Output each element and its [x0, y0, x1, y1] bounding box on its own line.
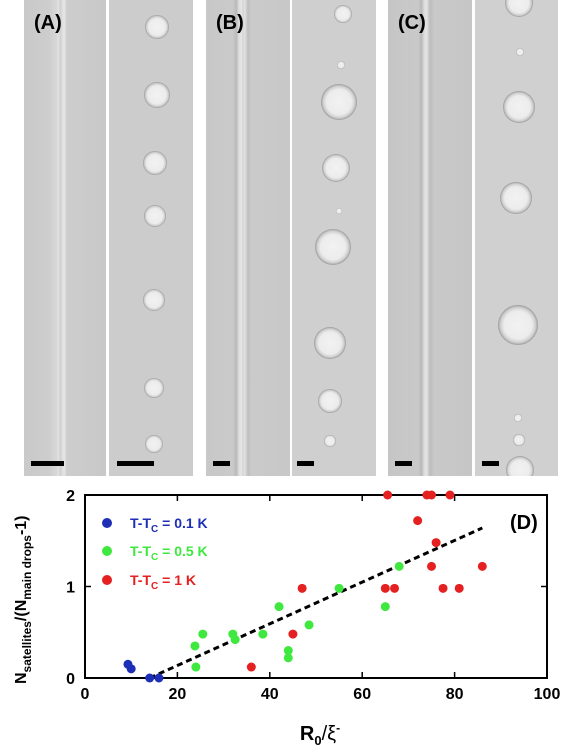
data-point-series-2	[390, 584, 399, 593]
data-point-series-1	[190, 641, 199, 650]
data-point-series-1	[275, 602, 284, 611]
x-tick-label: 80	[446, 686, 464, 703]
x-tick-label: 40	[261, 686, 279, 703]
legend-entry-1: T-TC = 0.5 K	[102, 543, 208, 563]
y-tick-label: 1	[66, 580, 75, 597]
data-point-series-2	[413, 516, 422, 525]
droplets-b	[314, 5, 357, 447]
y-tick-label: 0	[66, 671, 75, 688]
data-point-series-2	[427, 491, 436, 500]
data-point-series-2	[432, 538, 441, 547]
data-point-series-2	[439, 584, 448, 593]
legend-marker	[102, 575, 112, 585]
x-tick-label: 0	[81, 686, 90, 703]
satellite-ratio-chart: 0 20 40 60 80 100 0 1 2 (D) T-TC = 0.1 K T-TC = …	[0, 476, 573, 747]
legend-label: T-TC = 0.1 K	[130, 515, 208, 535]
data-point-series-2	[383, 491, 392, 500]
data-point-series-2	[381, 584, 390, 593]
data-point-series-1	[231, 635, 240, 644]
data-point-series-1	[258, 630, 267, 639]
y-axis-label: Nsatellites/(Nmain drops-1)	[13, 515, 34, 684]
legend-label: T-TC = 0.5 K	[130, 543, 208, 563]
legend-entry-0: T-TC = 0.1 K	[102, 515, 208, 535]
data-point-series-1	[191, 663, 200, 672]
droplets-c	[498, 0, 538, 476]
data-point-series-1	[198, 630, 207, 639]
legend: T-TC = 0.1 K T-TC = 0.5 K T-TC = 1 K	[102, 515, 208, 592]
legend-marker	[102, 546, 112, 556]
droplets-a	[143, 15, 170, 453]
data-point-series-1	[305, 620, 314, 629]
data-point-series-2	[288, 630, 297, 639]
data-point-series-1	[381, 602, 390, 611]
data-point-series-0	[154, 674, 163, 683]
droplet-overlay	[0, 0, 573, 476]
data-point-series-0	[145, 674, 154, 683]
x-tick-label: 60	[353, 686, 371, 703]
data-point-series-0	[127, 664, 136, 673]
legend-label: T-TC = 1 K	[130, 572, 196, 592]
y-tick-label: 2	[66, 488, 75, 505]
data-point-series-2	[478, 562, 487, 571]
data-point-series-2	[427, 562, 436, 571]
x-axis-label: R0/ξ-	[300, 721, 340, 747]
data-point-series-2	[298, 584, 307, 593]
panel-label-d: (D)	[510, 512, 538, 534]
legend-entry-2: T-TC = 1 K	[102, 572, 196, 592]
legend-marker	[102, 518, 112, 528]
data-point-series-1	[395, 562, 404, 571]
data-point-series-2	[247, 663, 256, 672]
data-point-series-1	[284, 653, 293, 662]
x-tick-label: 100	[534, 686, 561, 703]
data-point-series-1	[335, 584, 344, 593]
data-point-series-2	[445, 491, 454, 500]
data-point-series-2	[455, 584, 464, 593]
x-tick-label: 20	[169, 686, 187, 703]
